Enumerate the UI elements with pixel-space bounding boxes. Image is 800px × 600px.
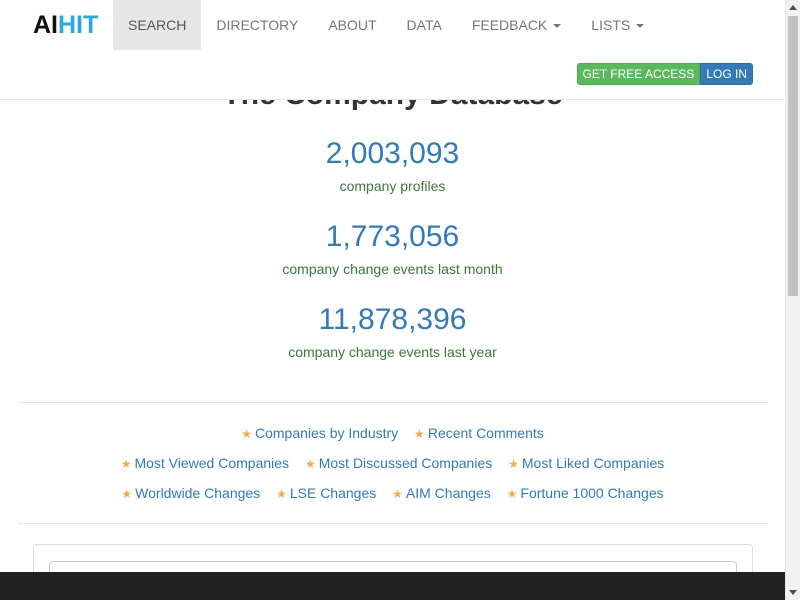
nav-label: ABOUT [328,17,377,33]
nav-label: FEEDBACK [471,17,548,33]
caret-down-icon [636,24,645,29]
links-row: ★ Most Viewed Companies ★ Most Discussed C… [0,453,785,474]
link-label: Fortune 1000 Changes [520,485,664,501]
stat-label: company change events last year [288,344,497,360]
link-recent-comments[interactable]: ★ Recent Comments [414,423,544,444]
bottom-bar [0,572,785,600]
link-label: AIM Changes [405,485,491,501]
star-icon: ★ [276,487,287,501]
brand-part-hit: HIT [58,11,99,39]
link-most-liked[interactable]: ★ Most Liked Companies [508,453,664,474]
login-button[interactable]: LOG IN [700,63,753,85]
link-label: Recent Comments [427,425,544,441]
nav-directory[interactable]: DIRECTORY [201,0,313,50]
link-fortune-1000-changes[interactable]: ★ Fortune 1000 Changes [507,483,664,504]
stat-change-events-year: 11,878,396 company change events last ye… [0,302,785,360]
scroll-down-icon[interactable] [789,590,797,595]
star-icon: ★ [506,487,518,501]
auth-buttons: GET FREE ACCESS LOG IN [576,63,753,85]
divider [18,523,768,524]
link-label: Most Discussed Companies [318,455,493,471]
caret-down-icon [553,24,562,29]
nav-label: DIRECTORY [216,17,299,33]
navbar: AIHIT SEARCH DIRECTORY ABOUT DATA FEEDBA… [0,0,785,100]
star-icon: ★ [120,457,132,471]
stat-value: 1,773,056 [325,220,460,253]
nav-label: DATA [406,17,442,33]
link-worldwide-changes[interactable]: ★ Worldwide Changes [121,483,260,504]
divider [18,402,768,403]
star-icon: ★ [414,427,425,441]
stat-label: company change events last month [282,261,503,277]
vertical-scrollbar[interactable] [785,0,800,600]
stat-value: 11,878,396 [318,303,467,336]
main-nav: SEARCH DIRECTORY ABOUT DATA FEEDBACK LIS… [113,0,659,50]
nav-data[interactable]: DATA [392,0,457,50]
link-aim-changes[interactable]: ★ AIM Changes [392,483,491,504]
link-label: Most Liked Companies [521,455,665,471]
stat-change-events-month: 1,773,056 company change events last mon… [0,219,785,277]
link-label: Companies by Industry [254,425,399,441]
stat-company-profiles: 2,003,093 company profiles [0,136,785,194]
nav-feedback[interactable]: FEEDBACK [457,0,576,50]
star-icon: ★ [392,487,403,501]
link-most-discussed[interactable]: ★ Most Discussed Companies [305,453,492,474]
brand-logo[interactable]: AIHIT [33,10,98,40]
scrollbar-thumb[interactable] [788,16,798,296]
link-label: Most Viewed Companies [134,455,290,471]
star-icon: ★ [304,457,316,471]
nav-label: LISTS [591,17,631,33]
stat-label: company profiles [339,178,446,194]
nav-about[interactable]: ABOUT [313,0,391,50]
star-icon: ★ [241,427,252,441]
get-free-access-button[interactable]: GET FREE ACCESS [576,63,701,85]
nav-lists[interactable]: LISTS [576,0,659,50]
nav-search[interactable]: SEARCH [113,0,202,50]
link-most-viewed[interactable]: ★ Most Viewed Companies [121,453,289,474]
scroll-up-icon[interactable] [789,5,797,10]
links-row: ★ Companies by Industry ★ Recent Comments [0,423,785,444]
star-icon: ★ [121,487,133,501]
link-label: LSE Changes [289,485,377,501]
links-row: ★ Worldwide Changes ★ LSE Changes ★ AIM Cha… [0,483,785,504]
nav-label: SEARCH [128,17,187,33]
star-icon: ★ [508,457,519,471]
link-lse-changes[interactable]: ★ LSE Changes [276,483,376,504]
link-companies-by-industry[interactable]: ★ Companies by Industry [241,423,398,444]
stat-value: 2,003,093 [325,137,460,170]
link-label: Worldwide Changes [135,485,261,501]
brand-part-ai: AI [33,11,58,39]
